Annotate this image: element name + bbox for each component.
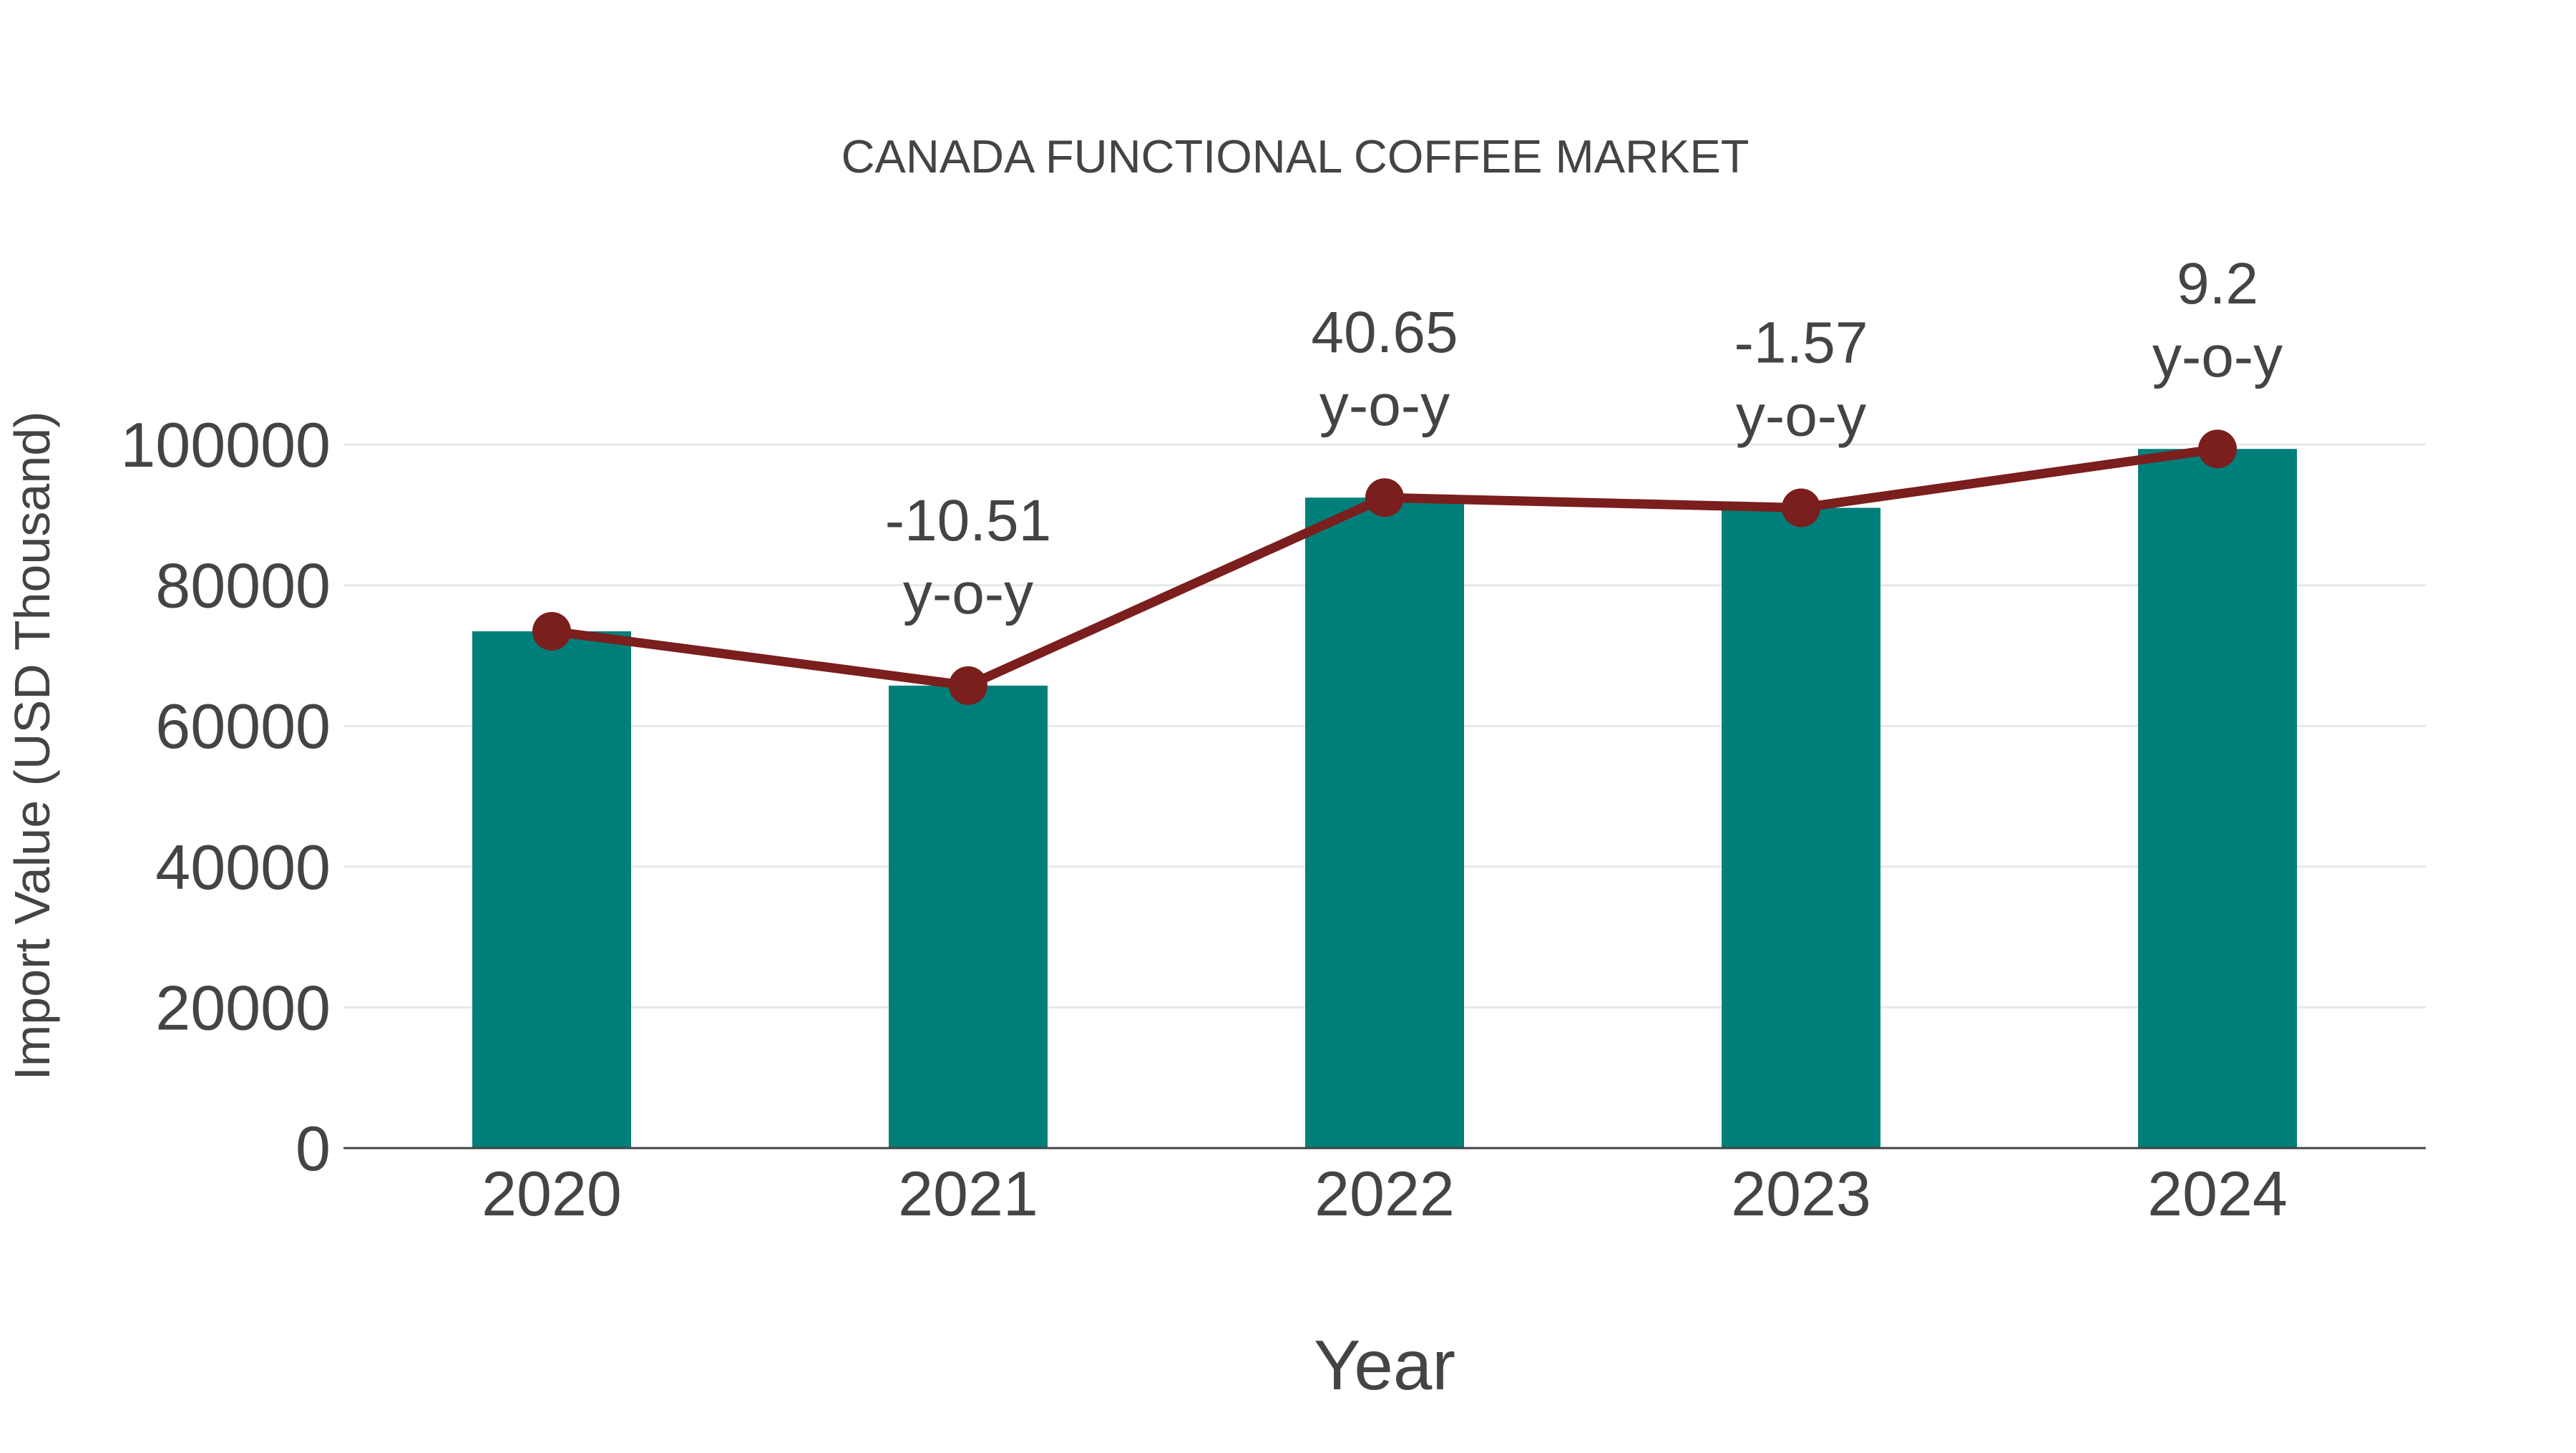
- trend-marker-2022: [1365, 478, 1404, 517]
- trend-marker-2020: [532, 611, 571, 651]
- bar-2023: [1722, 507, 1880, 1148]
- y-axis-ticks: 0 20000 40000 60000 80000 100000: [120, 409, 331, 1184]
- y-tick-label: 20000: [155, 972, 331, 1043]
- trend-marker-2023: [1782, 488, 1820, 528]
- x-tick-label: 2021: [898, 1158, 1038, 1229]
- y-tick-label: 40000: [155, 832, 331, 903]
- bar-2021: [889, 685, 1048, 1148]
- bar-2020: [472, 631, 631, 1148]
- bar-series: [472, 449, 2297, 1148]
- x-tick-label: 2022: [1314, 1158, 1455, 1229]
- y-axis-title: Import Value (USD Thousand): [4, 411, 60, 1080]
- yoy-suffix-label: y-o-y: [1319, 373, 1450, 438]
- y-tick-label: 100000: [120, 409, 331, 480]
- trend-marker-2021: [949, 666, 987, 705]
- chart-title: CANADA FUNCTIONAL COFFEE MARKET: [841, 130, 1750, 183]
- x-tick-label: 2023: [1731, 1158, 1871, 1229]
- yoy-annotations: -10.51 y-o-y 40.65 y-o-y -1.57 y-o-y 9.2 y-o-y: [885, 251, 2283, 626]
- bar-2024: [2138, 449, 2297, 1148]
- x-tick-label: 2024: [2147, 1158, 2288, 1229]
- trend-marker-2024: [2198, 429, 2237, 469]
- bar-2022: [1305, 497, 1464, 1148]
- yoy-suffix-label: y-o-y: [2152, 324, 2283, 389]
- yoy-suffix-label: y-o-y: [903, 561, 1033, 626]
- x-axis-title: Year: [1314, 1326, 1455, 1404]
- x-tick-label: 2020: [482, 1158, 622, 1229]
- yoy-value-label: 9.2: [2177, 251, 2258, 316]
- y-tick-label: 0: [296, 1113, 331, 1184]
- yoy-value-label: -1.57: [1735, 310, 1868, 375]
- yoy-value-label: -10.51: [885, 488, 1052, 553]
- x-axis-ticks: 2020 2021 2022 2023 2024: [482, 1158, 2288, 1229]
- yoy-value-label: 40.65: [1311, 300, 1458, 365]
- line-series: [532, 429, 2237, 705]
- yoy-suffix-label: y-o-y: [1736, 383, 1866, 448]
- y-tick-label: 80000: [155, 550, 331, 621]
- y-tick-label: 60000: [155, 691, 331, 762]
